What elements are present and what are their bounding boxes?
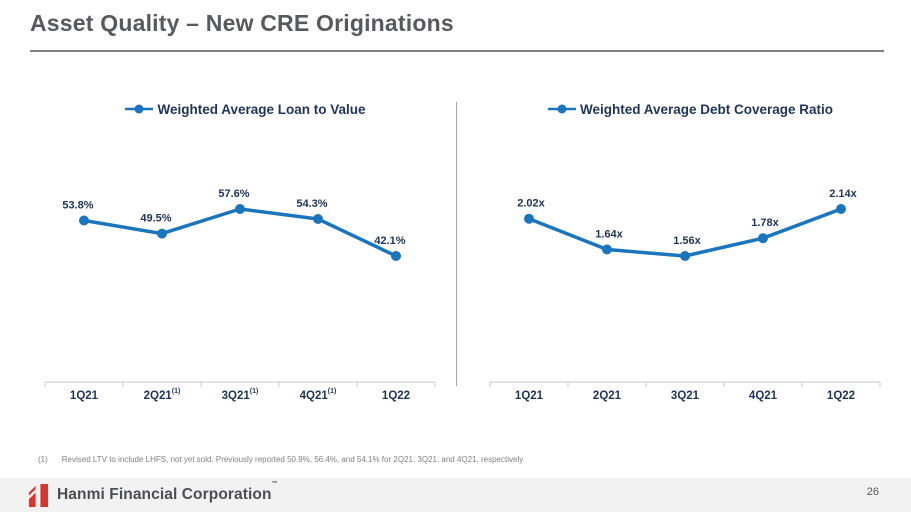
brand-name: Hanmi Financial Corporation™ xyxy=(57,481,278,503)
svg-text:2.14x: 2.14x xyxy=(829,188,857,200)
svg-text:3Q21(1): 3Q21(1) xyxy=(222,388,259,402)
chart-panel-debt-coverage: Weighted Average Debt Coverage Ratio 2.0… xyxy=(480,95,900,408)
dcr-legend-label: Weighted Average Debt Coverage Ratio xyxy=(579,101,834,117)
svg-text:42.1%: 42.1% xyxy=(374,235,405,247)
footnote-marker: (1) xyxy=(38,455,48,464)
svg-text:53.8%: 53.8% xyxy=(62,200,93,212)
trademark-symbol: ™ xyxy=(271,481,278,487)
ltv-chart-canvas: 53.8% 49.5% 57.6% 54.3% 42.1% 1Q21 2Q21(1) 3Q21… xyxy=(44,188,436,402)
svg-text:1.64x: 1.64x xyxy=(595,229,623,241)
panel-divider xyxy=(456,102,457,386)
svg-text:1Q21: 1Q21 xyxy=(70,390,99,402)
page-number: 26 xyxy=(866,486,879,498)
svg-text:2Q21: 2Q21 xyxy=(593,390,622,402)
svg-text:54.3%: 54.3% xyxy=(296,198,327,210)
svg-text:2.02x: 2.02x xyxy=(517,198,545,210)
title-underline xyxy=(30,50,884,52)
footnote: (1) Revised LTV to include LHFS, not yet… xyxy=(38,455,523,465)
svg-text:1.78x: 1.78x xyxy=(751,217,779,229)
dcr-chart-canvas: 2.02x 1.64x 1.56x 1.78x 2.14x 1Q21 2Q21 3Q21 4Q2… xyxy=(489,188,881,402)
svg-text:1Q22: 1Q22 xyxy=(382,390,410,402)
ltv-legend-label: Weighted Average Loan to Value xyxy=(157,101,366,117)
svg-text:2Q21(1): 2Q21(1) xyxy=(144,388,181,402)
line-marker-icon xyxy=(547,104,576,114)
svg-text:4Q21: 4Q21 xyxy=(749,390,778,402)
svg-text:49.5%: 49.5% xyxy=(140,213,171,225)
hanmi-logo-icon xyxy=(27,483,49,507)
svg-text:4Q21(1): 4Q21(1) xyxy=(300,388,337,402)
ltv-legend: Weighted Average Loan to Value xyxy=(35,95,455,123)
brand-lockup: Hanmi Financial Corporation™ xyxy=(27,481,278,508)
line-marker-icon xyxy=(125,104,154,114)
svg-text:3Q21: 3Q21 xyxy=(671,390,700,402)
footnote-text: Revised LTV to include LHFS, not yet sol… xyxy=(61,455,524,464)
footer-bar: Hanmi Financial Corporation™ 26 xyxy=(0,478,911,512)
svg-text:1.56x: 1.56x xyxy=(673,235,701,247)
page-title: Asset Quality – New CRE Originations xyxy=(30,10,454,36)
dcr-legend: Weighted Average Debt Coverage Ratio xyxy=(480,95,900,123)
chart-panel-loan-to-value: Weighted Average Loan to Value 53.8% 49.5… xyxy=(35,95,455,408)
svg-text:1Q22: 1Q22 xyxy=(827,390,855,402)
svg-text:57.6%: 57.6% xyxy=(218,188,249,200)
svg-text:1Q21: 1Q21 xyxy=(515,390,544,402)
